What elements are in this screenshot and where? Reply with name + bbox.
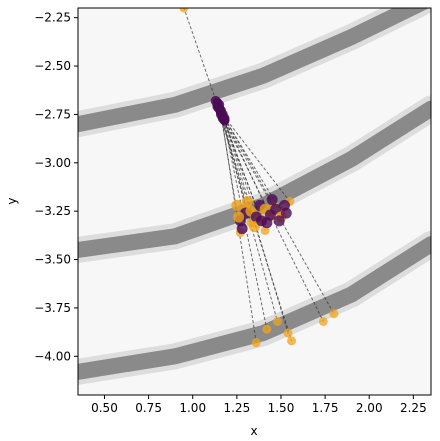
trajectory-line bbox=[218, 104, 241, 233]
x-tick-label: 1.00 bbox=[179, 401, 206, 415]
y-tick-label: −3.75 bbox=[34, 301, 71, 315]
cluster-point bbox=[280, 207, 292, 219]
y-tick-label: −2.75 bbox=[34, 107, 71, 121]
trajectory-line bbox=[183, 8, 218, 105]
y-tick-label: −3.25 bbox=[34, 204, 71, 218]
start-point bbox=[219, 115, 230, 126]
trajectory-line bbox=[222, 114, 275, 206]
x-axis-label: x bbox=[250, 424, 257, 438]
y-tick-label: −3.50 bbox=[34, 253, 71, 267]
cluster-point bbox=[266, 194, 278, 206]
y-tick-label: −3.00 bbox=[34, 156, 71, 170]
end-point bbox=[287, 336, 297, 346]
end-point bbox=[318, 316, 328, 326]
trajectory-line bbox=[224, 118, 271, 218]
cluster-point bbox=[236, 223, 248, 235]
end-point bbox=[272, 316, 282, 326]
x-tick-label: 1.25 bbox=[223, 401, 250, 415]
cluster-point bbox=[233, 211, 245, 223]
end-point bbox=[260, 226, 270, 236]
x-tick-label: 2.25 bbox=[400, 401, 427, 415]
cluster-point bbox=[231, 199, 243, 211]
x-axis-ticks: 0.50 0.75 1.00 1.25 1.50 1.75 2.00 2.25 bbox=[91, 395, 427, 415]
end-point bbox=[251, 338, 261, 348]
density-band bbox=[78, 8, 430, 133]
density-band bbox=[78, 236, 431, 380]
y-tick-label: −2.50 bbox=[34, 59, 71, 73]
cluster-point bbox=[273, 215, 285, 227]
y-tick-label: −2.25 bbox=[34, 11, 71, 25]
y-axis-label: y bbox=[5, 197, 19, 204]
x-tick-label: 1.50 bbox=[268, 401, 295, 415]
trajectory-points bbox=[179, 8, 339, 348]
x-tick-label: 1.75 bbox=[312, 401, 339, 415]
end-point bbox=[262, 324, 272, 334]
cluster-point bbox=[256, 215, 268, 227]
x-tick-label: 0.75 bbox=[135, 401, 162, 415]
cluster-point bbox=[270, 203, 282, 215]
trajectory-line bbox=[222, 116, 268, 330]
y-tick-label: −4.00 bbox=[34, 349, 71, 363]
plot-border bbox=[77, 7, 432, 396]
trajectory-line bbox=[220, 112, 291, 202]
trajectory-line bbox=[220, 114, 335, 314]
end-point bbox=[283, 328, 293, 338]
x-tick-label: 2.00 bbox=[356, 401, 383, 415]
end-point bbox=[329, 309, 339, 319]
start-point bbox=[212, 97, 223, 108]
y-axis-ticks: −2.25 −2.50 −2.75 −3.00 −3.25 −3.50 −3.75 −4.00 bbox=[34, 11, 78, 363]
cluster-point bbox=[241, 196, 253, 207]
end-point bbox=[179, 8, 189, 13]
x-tick-label: 0.50 bbox=[91, 401, 118, 415]
trajectory-line bbox=[222, 118, 324, 322]
